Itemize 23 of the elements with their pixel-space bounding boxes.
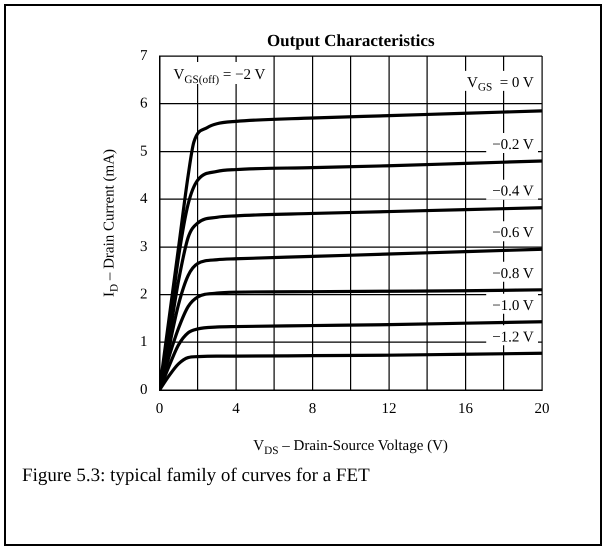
y-tick-label: 2: [140, 286, 148, 303]
y-tick-label: 0: [140, 382, 148, 398]
y-tick-label: 6: [140, 96, 148, 112]
series-label: −0.8 V: [492, 266, 534, 282]
x-tick-label: 20: [534, 400, 550, 417]
series-label: −0.2 V: [492, 136, 534, 153]
y-tick-label: 4: [140, 191, 148, 208]
y-tick-label: 7: [140, 48, 148, 64]
series-label: −0.6 V: [492, 225, 534, 242]
caption: Figure 5.3: typical family of curves for a FET: [22, 464, 370, 488]
x-tick-label: 4: [232, 400, 240, 417]
x-tick-label: 8: [308, 400, 316, 417]
series-label: −1.0 V: [492, 298, 534, 314]
series-label: −0.4 V: [492, 184, 534, 200]
chart-title: Output Characteristics: [266, 31, 435, 50]
x-tick-label: 16: [458, 400, 474, 417]
x-tick-label: 12: [382, 400, 396, 417]
y-axis-title: ID – Drain Current (mA): [102, 148, 120, 298]
y-tick-label: 1: [140, 334, 148, 350]
series-label: −1.2 V: [492, 329, 534, 346]
y-tick-label: 3: [140, 238, 148, 255]
x-tick-label: 0: [156, 400, 164, 417]
y-tick-label: 5: [140, 143, 148, 160]
